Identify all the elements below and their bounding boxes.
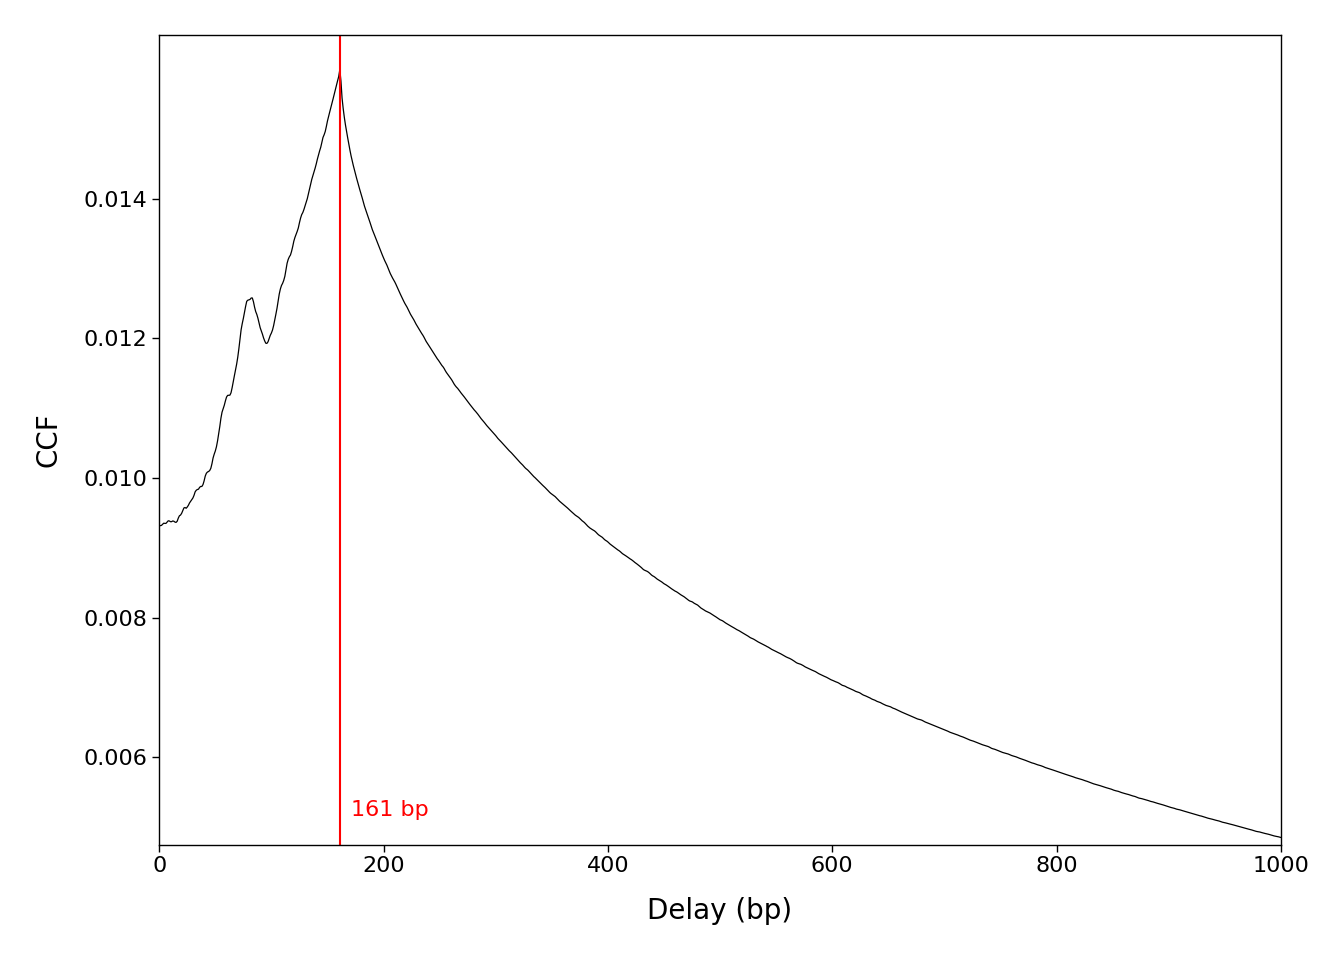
Text: 161 bp: 161 bp: [351, 801, 429, 820]
Y-axis label: CCF: CCF: [35, 412, 63, 468]
X-axis label: Delay (bp): Delay (bp): [648, 898, 793, 925]
